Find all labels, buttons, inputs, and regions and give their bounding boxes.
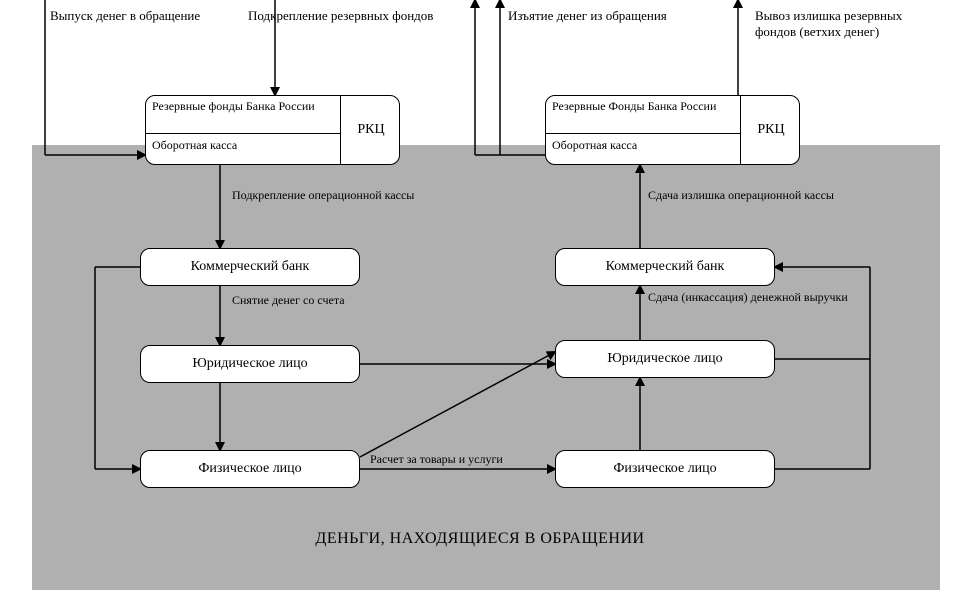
node-physical-right: Физическое лицо (555, 450, 775, 488)
node-juridical-right: Юридическое лицо (555, 340, 775, 378)
node-physical-left: Физическое лицо (140, 450, 360, 488)
rkc-right-cash: Оборотная касса (546, 134, 740, 165)
node-label: Физическое лицо (613, 461, 716, 477)
node-label: Коммерческий банк (606, 259, 725, 275)
edges-layer (0, 0, 958, 610)
edge-label-op-cash-left: Подкрепление операционной кассы (232, 188, 432, 202)
rkc-left-block: Резервные фонды Банка России Оборотная к… (145, 95, 400, 165)
rkc-left-cash: Оборотная касса (146, 134, 340, 165)
node-juridical-left: Юридическое лицо (140, 345, 360, 383)
rkc-left-reserve: Резервные фонды Банка России (146, 96, 340, 134)
node-commercial-bank-left: Коммерческий банк (140, 248, 360, 286)
footer-title: ДЕНЬГИ, НАХОДЯЩИЕСЯ В ОБРАЩЕНИИ (200, 530, 760, 548)
label-reinforce: Подкрепление резервных фондов (248, 8, 448, 24)
node-label: Физическое лицо (198, 461, 301, 477)
node-label: Коммерческий банк (191, 259, 310, 275)
node-label: Юридическое лицо (607, 351, 722, 367)
rkc-right-reserve: Резервные Фонды Банка России (546, 96, 740, 134)
label-export: Вывоз излишка резервных фондов (ветхих д… (755, 8, 945, 39)
edge-label-op-cash-right: Сдача излишка операционной кассы (648, 188, 848, 202)
edge-label-pay-goods: Расчет за товары и услуги (370, 452, 570, 466)
label-withdraw: Изъятие денег из обращения (508, 8, 678, 24)
node-label: Юридическое лицо (192, 356, 307, 372)
rkc-right-block: Резервные Фонды Банка России Оборотная к… (545, 95, 800, 165)
diagram-stage: Выпуск денег в обращение Подкрепление ре… (0, 0, 958, 610)
edge-label-incash: Сдача (инкассация) денежной выручки (648, 290, 858, 304)
node-commercial-bank-right: Коммерческий банк (555, 248, 775, 286)
label-issue: Выпуск денег в обращение (50, 8, 210, 24)
rkc-right-rkc: РКЦ (741, 96, 800, 164)
edge-label-withdraw-acc: Снятие денег со счета (232, 293, 432, 307)
rkc-left-rkc: РКЦ (341, 96, 400, 164)
